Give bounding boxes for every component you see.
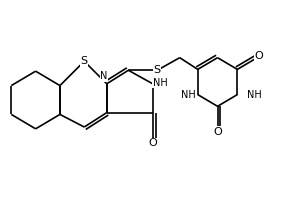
Text: N: N xyxy=(100,71,108,81)
Text: S: S xyxy=(154,65,161,75)
Text: NH: NH xyxy=(152,78,167,88)
Text: NH: NH xyxy=(247,90,262,100)
Text: NH: NH xyxy=(181,90,196,100)
Text: O: O xyxy=(148,138,157,148)
Text: O: O xyxy=(255,51,263,61)
Text: H: H xyxy=(160,77,167,87)
Text: S: S xyxy=(81,56,88,66)
Text: O: O xyxy=(213,127,222,137)
